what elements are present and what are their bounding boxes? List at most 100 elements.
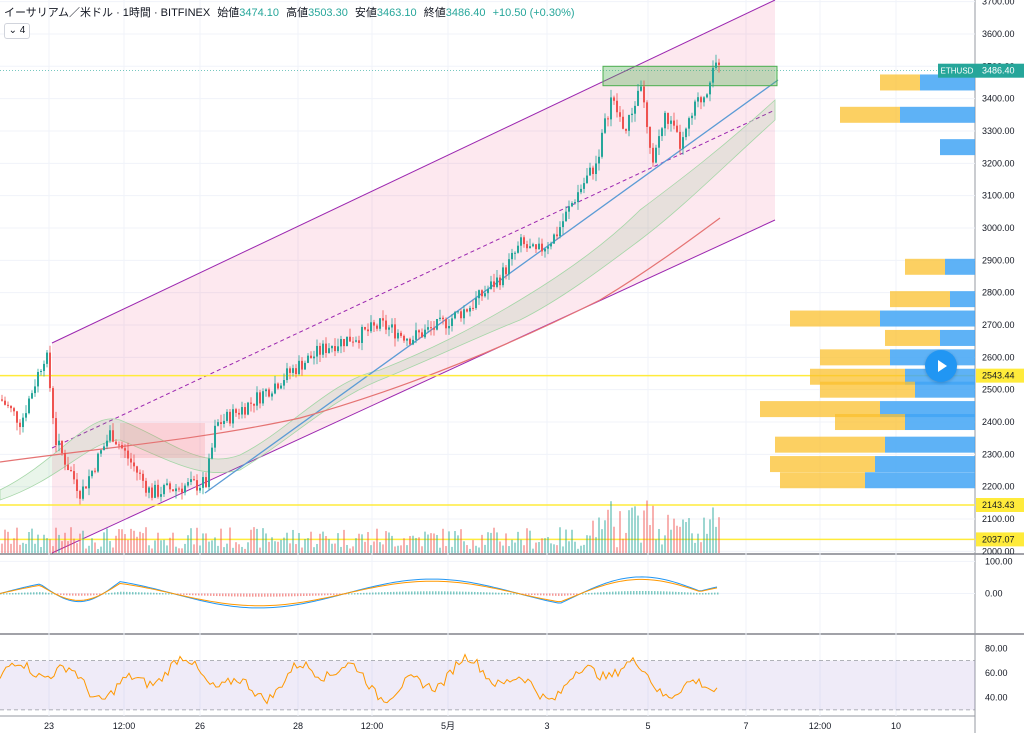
macd-histogram-bar <box>339 593 341 595</box>
candle-body <box>109 430 111 441</box>
macd-histogram-bar <box>681 592 683 595</box>
macd-histogram-bar <box>375 592 377 595</box>
macd-histogram-bar <box>399 591 401 595</box>
macd-histogram-bar <box>552 593 554 596</box>
candle-body <box>10 405 12 409</box>
volume-bar <box>232 547 234 553</box>
candle-body <box>397 332 399 339</box>
volume-profile-up-bar <box>885 436 975 453</box>
macd-histogram-bar <box>240 593 242 597</box>
macd-histogram-bar <box>534 593 536 596</box>
rsi-tick-label: 40.00 <box>985 693 1008 703</box>
candle-body <box>208 458 210 488</box>
volume-bar <box>265 533 267 553</box>
volume-bar <box>100 546 102 553</box>
macd-histogram-bar <box>660 591 662 595</box>
volume-bar <box>493 527 495 553</box>
play-icon[interactable] <box>925 350 957 382</box>
volume-bar <box>664 535 666 553</box>
candle-body <box>328 348 330 353</box>
time-tick-label: 26 <box>195 721 205 731</box>
candle-body <box>106 440 108 447</box>
volume-bar <box>685 522 687 553</box>
candle-body <box>439 317 441 319</box>
macd-histogram-bar <box>282 593 284 597</box>
macd-histogram-bar <box>132 592 134 595</box>
macd-histogram-bar <box>255 593 257 597</box>
volume-bar <box>247 542 249 553</box>
candle-body <box>175 488 177 492</box>
volume-bar <box>268 541 270 553</box>
volume-bar <box>709 519 711 553</box>
macd-histogram-bar <box>357 593 359 595</box>
volume-bar <box>436 534 438 553</box>
volume-bar <box>322 531 324 553</box>
volume-bar <box>379 542 381 553</box>
volume-bar <box>31 528 33 553</box>
volume-bar <box>628 510 630 553</box>
candle-body <box>1 399 3 401</box>
macd-histogram-bar <box>225 593 227 597</box>
rsi-line <box>0 653 718 705</box>
volume-bar <box>598 517 600 553</box>
time-tick-label: 5 <box>645 721 650 731</box>
high-label: 高値 <box>286 7 309 19</box>
volume-bar <box>460 529 462 553</box>
volume-bar <box>124 534 126 553</box>
low-label: 安値 <box>354 7 377 19</box>
macd-histogram-bar <box>717 592 719 595</box>
indicators-collapse-button[interactable]: ⌄ 4 <box>4 23 30 39</box>
macd-histogram-bar <box>198 593 200 596</box>
macd-histogram-bar <box>192 593 194 596</box>
candle-body <box>49 352 51 389</box>
macd-histogram-bar <box>258 593 260 597</box>
candle-body <box>505 267 507 275</box>
volume-bar <box>661 544 663 553</box>
volume-bar <box>694 542 696 553</box>
candle-body <box>331 346 333 349</box>
candle-body <box>565 211 567 222</box>
macd-histogram-bar <box>615 591 617 595</box>
candle-body <box>556 234 558 237</box>
volume-bar <box>217 545 219 553</box>
time-tick-label: 12:00 <box>809 721 832 731</box>
volume-profile-up-bar <box>880 310 975 327</box>
macd-histogram-bar <box>144 592 146 595</box>
macd-histogram-bar <box>219 593 221 597</box>
level-tag-bg <box>976 497 1024 512</box>
macd-histogram-bar <box>651 591 653 595</box>
volume-bar <box>274 541 276 553</box>
macd-histogram-bar <box>591 592 593 595</box>
macd-histogram-bar <box>465 591 467 595</box>
level-tag-text: 2143.43 <box>982 500 1015 510</box>
macd-histogram-bar <box>6 593 8 595</box>
candle-body <box>193 479 195 481</box>
volume-bar <box>499 541 501 553</box>
macd-histogram-bar <box>702 593 704 595</box>
candle-body <box>385 320 387 330</box>
volume-bar <box>301 547 303 553</box>
volume-bar <box>658 528 660 553</box>
macd-histogram-bar <box>621 591 623 595</box>
symbol-title[interactable]: イーサリアム／米ドル · 1時間 · BITFINEX <box>4 7 211 19</box>
candle-body <box>457 311 459 313</box>
candle-body <box>688 118 690 129</box>
volume-bar <box>313 547 315 553</box>
price-tag-bg <box>976 63 1024 78</box>
macd-histogram-bar <box>672 591 674 595</box>
macd-histogram-bar <box>396 591 398 595</box>
macd-histogram-bar <box>246 593 248 597</box>
volume-bar <box>718 517 720 553</box>
macd-histogram-bar <box>360 592 362 595</box>
macd-histogram-bar <box>456 591 458 595</box>
macd-histogram-bar <box>525 593 527 595</box>
volume-bar <box>283 537 285 553</box>
macd-histogram-bar <box>669 591 671 595</box>
volume-bar <box>1 543 3 553</box>
candle-body <box>325 343 327 353</box>
macd-histogram-bar <box>87 593 89 596</box>
macd-histogram-bar <box>96 593 98 596</box>
macd-histogram-bar <box>234 593 236 597</box>
time-tick-label: 12:00 <box>113 721 136 731</box>
